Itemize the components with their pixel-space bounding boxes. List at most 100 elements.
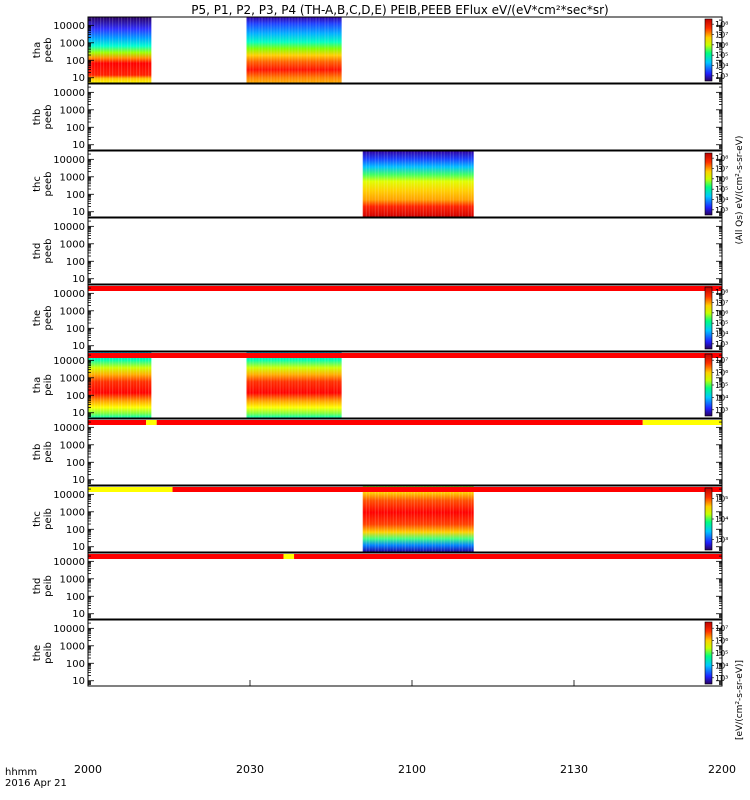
colorbar-tick-label: 10³	[715, 340, 728, 349]
spectrogram-streak	[330, 352, 332, 418]
y-tick-label: 10	[72, 274, 85, 285]
colorbar-tick-label: 10⁵	[715, 51, 728, 60]
spectrogram-streak	[252, 17, 254, 83]
colorbar-label-peeb: (All Qs) eV/(cm²-s-sr-eV)	[735, 136, 745, 245]
colorbar-tha-peeb	[704, 18, 713, 82]
spectrogram-streak	[285, 17, 287, 83]
spectrogram-streak	[470, 151, 472, 217]
y-tick-label: 1000	[60, 38, 85, 49]
y-tick-label: 100	[66, 391, 85, 402]
spectrogram-streak	[452, 486, 454, 552]
spectrogram-streak	[416, 151, 418, 217]
spectrogram-streak	[377, 486, 379, 552]
spectrogram-streak	[449, 486, 451, 552]
spectrogram-streak	[124, 17, 126, 83]
spectrogram-block-tha-peeb-0	[88, 17, 152, 83]
spectrogram-streak	[339, 352, 341, 418]
spectrogram-streak	[276, 17, 278, 83]
panel-label-the-peib: thepeib	[32, 642, 54, 664]
chart-title: P5, P1, P2, P3, P4 (TH-A,B,C,D,E) PEIB,P…	[191, 3, 608, 17]
spectrogram-streak	[306, 17, 308, 83]
spectrogram-streak	[321, 17, 323, 83]
spectrogram-streak	[407, 486, 409, 552]
spectrogram-streak	[443, 151, 445, 217]
spectrogram-streak	[389, 151, 391, 217]
spectrogram-streak	[312, 352, 314, 418]
status-bar-tha-peib-0	[88, 353, 722, 358]
spectrogram-streak	[365, 151, 367, 217]
colorbar-tick-label: 10⁵	[715, 185, 728, 194]
spectrogram-streak	[443, 486, 445, 552]
x-axis-label-hhmm: hhmm	[5, 767, 37, 778]
spectrogram-streak	[255, 17, 257, 83]
y-tick-label: 100	[66, 659, 85, 670]
spectrogram-streak	[374, 151, 376, 217]
spectrogram-streak	[309, 352, 311, 418]
spectrogram-streak	[303, 352, 305, 418]
x-tick-label-3: 2130	[560, 763, 588, 776]
status-bar-thd-peib-2	[294, 554, 722, 559]
x-tick-label-1: 2030	[236, 763, 264, 776]
spectrogram-streak	[318, 352, 320, 418]
spectrogram-streak	[395, 486, 397, 552]
y-tick-label: 10	[72, 475, 85, 486]
spectrogram-streak	[91, 17, 93, 83]
spectrogram-streak	[315, 17, 317, 83]
spectrogram-streak	[327, 352, 329, 418]
colorbar-label-peib: [eV/(cm²-s-sr-eV)]	[735, 660, 745, 740]
spectrogram-streak	[112, 352, 114, 418]
y-tick-label: 10000	[53, 155, 85, 166]
spectrogram-streak	[142, 17, 144, 83]
spectrogram-streak	[100, 352, 102, 418]
spectrogram-streak	[434, 486, 436, 552]
spectrogram-streak	[386, 486, 388, 552]
colorbar-the-peeb	[704, 286, 713, 350]
colorbar-tick-label: 10³	[715, 406, 728, 415]
panel-thb-peib: 10 100 1000 10000 thbpeib	[32, 418, 723, 486]
colorbar-tick-label: 10⁷	[715, 165, 728, 174]
spectrogram-streak	[422, 151, 424, 217]
colorbar-tick-label: 10⁴	[715, 393, 728, 402]
spectrogram-streak	[395, 151, 397, 217]
spectrogram-streak	[115, 352, 117, 418]
spectrogram-streak	[106, 17, 108, 83]
spectrogram-streak	[124, 352, 126, 418]
spectrogram-streak	[103, 17, 105, 83]
spectrogram-streak	[94, 17, 96, 83]
panel-thc-peib: 10 100 1000 10000 thcpeib 10³ 10⁴ 10⁵	[32, 485, 728, 553]
spectrogram-block-tha-peib-1	[246, 352, 342, 418]
y-tick-label: 10	[72, 207, 85, 218]
spectrogram-streak	[336, 352, 338, 418]
spectrogram-streak	[255, 352, 257, 418]
spectrogram-streak	[279, 17, 281, 83]
spectrogram-streak	[97, 17, 99, 83]
spectrogram-streak	[145, 352, 147, 418]
panel-frame-thb-peib	[87, 418, 723, 486]
spectrogram-streak	[94, 352, 96, 418]
spectrogram-streak	[383, 151, 385, 217]
spectrogram-streak	[437, 486, 439, 552]
spectrogram-streak	[428, 151, 430, 217]
y-tick-label: 10	[72, 341, 85, 352]
panel-label-thb-peeb: thbpeeb	[32, 105, 54, 130]
spectrogram-streak	[449, 151, 451, 217]
spectrogram-streak	[294, 352, 296, 418]
colorbar-tick-label: 10⁸	[715, 20, 728, 29]
spectrogram-streak	[282, 352, 284, 418]
spectrogram-streak	[336, 17, 338, 83]
colorbar-tick-label: 10⁶	[715, 637, 728, 646]
spectrogram-streak	[467, 486, 469, 552]
spectrogram-streak	[151, 352, 153, 418]
spectrogram-streak	[300, 352, 302, 418]
spectrogram-streak	[339, 17, 341, 83]
y-tick-label: 10000	[53, 423, 85, 434]
spectrogram-streak	[127, 17, 129, 83]
spectrogram-block-tha-peeb-1	[246, 17, 342, 83]
spectrogram-streak	[273, 17, 275, 83]
y-tick-label: 10000	[53, 490, 85, 501]
y-tick-label: 10	[72, 676, 85, 687]
spectrogram-streak	[261, 352, 263, 418]
spectrogram-streak	[380, 486, 382, 552]
x-axis-label-date: 2016 Apr 21	[5, 778, 67, 789]
y-tick-label: 100	[66, 592, 85, 603]
